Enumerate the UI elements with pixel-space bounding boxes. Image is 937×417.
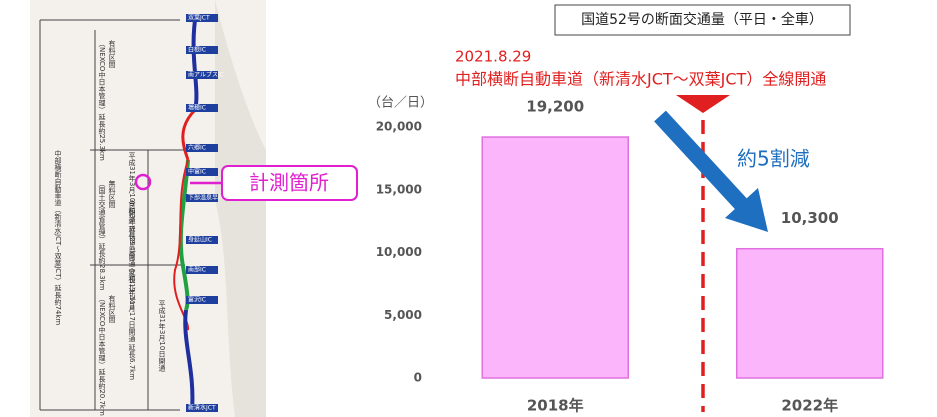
ic-badge	[186, 104, 218, 112]
y-tick-label: 0	[414, 371, 422, 385]
map: 中部横断自動車道（新清水JCT～双葉JCT）延長約74km 有料区間 （NEXC…	[30, 0, 358, 417]
ic-label: 南アルプスIC	[188, 71, 224, 79]
bar	[481, 136, 629, 379]
ic-badge	[186, 404, 218, 412]
terrain	[215, 0, 266, 417]
ic-badge	[186, 194, 218, 202]
ic-label: 新清水JCT	[188, 404, 216, 412]
annotation: 約5割減	[737, 147, 810, 171]
ic-label: 中富IC	[188, 168, 206, 176]
ic-badge	[186, 296, 218, 304]
dimension-lines	[39, 19, 185, 411]
ic-badge	[186, 71, 218, 79]
map-note: 令和3年8月29日開通 延長13.2km	[128, 199, 136, 310]
y-axis-label: （台／日）	[368, 96, 433, 111]
measure-point	[134, 173, 152, 191]
interchanges: 双葉JCT 白根IC 南アルプスIC 増穂IC 六郷IC 中富IC 下部温泉早川IC 身延山I…	[186, 14, 230, 412]
annotation: 中部横断自動車道（新清水JCT～双葉JCT）全線開通	[455, 70, 826, 89]
map-note: 無料区間	[108, 179, 116, 209]
road-blue-2	[183, 309, 195, 411]
chart-title: 国道52号の断面交通量（平日・全車）	[581, 11, 823, 28]
ic-label: 双葉JCT	[188, 14, 210, 22]
bar	[736, 247, 884, 379]
ic-label: 白根IC	[188, 46, 206, 54]
y-tick-label: 10,000	[376, 245, 422, 259]
y-tick-label: 15,000	[376, 182, 422, 196]
ic-label: 南部IC	[188, 266, 206, 274]
map-note: 平成31年3月10日開通 延長8.4km	[128, 152, 136, 262]
map-note: 令和元年11月17日開通 延長6.7km	[128, 267, 136, 380]
annotation: 2021.8.29	[455, 48, 531, 66]
title-box	[554, 4, 851, 36]
ic-badge	[186, 236, 218, 244]
map-note: 中部横断自動車道（新清水JCT～双葉JCT）延長約74km	[54, 149, 62, 325]
ic-badge	[186, 144, 218, 152]
ic-badge	[186, 14, 218, 22]
ic-label: 六郷IC	[188, 144, 206, 152]
callout-text: 計測箇所	[249, 171, 329, 195]
ic-label: 身延山IC	[188, 236, 212, 244]
value-label: 10,300	[781, 209, 839, 227]
ic-badge	[186, 46, 218, 54]
ic-label: 増穂IC	[188, 104, 206, 112]
map-note: 有料区間	[108, 294, 116, 324]
event-marker	[676, 95, 730, 113]
map-note: （NEXCO中日本管理）延長約20.7km	[98, 295, 106, 416]
map-note: 平成31年3月10日開通	[158, 300, 166, 372]
ic-badge	[186, 168, 218, 176]
ic-label: 富沢IC	[188, 296, 206, 304]
x-tick-label: 2018年	[527, 397, 584, 415]
ic-label: 下部温泉早川IC	[188, 194, 230, 202]
x-tick-label: 2022年	[781, 397, 838, 415]
y-tick-label: 20,000	[376, 120, 422, 134]
chart: 0 5,000 10,000 15,000 20,000 19,200 2018年 10,30…	[376, 98, 884, 415]
road-red	[181, 108, 197, 161]
map-note: 有料区間	[108, 39, 116, 69]
callout-box	[221, 165, 358, 201]
ic-badge	[186, 266, 218, 274]
map-note: （国土交通省管理）延長約28.3km	[98, 180, 106, 291]
decrease-arrowhead	[725, 188, 768, 232]
decrease-arrow	[654, 110, 748, 211]
map-note: （NEXCO中日本管理）延長約25.3km	[98, 40, 106, 161]
value-label: 19,200	[526, 98, 584, 116]
y-tick-label: 5,000	[384, 308, 422, 322]
